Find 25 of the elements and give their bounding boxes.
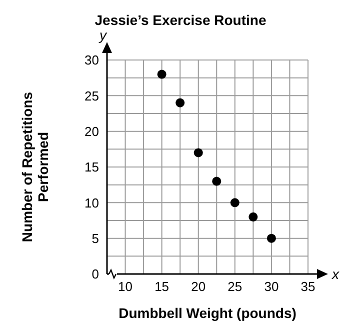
point	[194, 148, 203, 158]
x-tick-label: 25	[228, 279, 242, 294]
x-tick-label: 35	[300, 279, 316, 294]
text: x	[331, 266, 340, 282]
chart-title: Jessie’s Exercise Routine	[94, 12, 268, 28]
y-tick-label: 30	[84, 52, 99, 68]
point	[157, 70, 166, 79]
point	[212, 176, 222, 186]
text: y	[98, 27, 108, 43]
x-tick-label: 30	[264, 279, 279, 294]
y-tick-label: 5	[92, 230, 99, 246]
y-tick-label: 25	[84, 88, 99, 104]
point	[266, 234, 276, 243]
x-axis-title: Dumbbell Weight (pounds)	[118, 305, 296, 321]
point	[248, 212, 258, 222]
point	[176, 98, 185, 108]
y-axis-title: Number of Repetitions Performed	[19, 92, 51, 242]
point	[230, 198, 240, 208]
y-tick-label: 0	[92, 266, 99, 282]
x-tick-label: 20	[191, 279, 206, 294]
x-tick-label: 15	[154, 279, 170, 294]
x-tick-label: 10	[118, 279, 133, 294]
y-tick-label: 15	[84, 160, 99, 175]
y-tick-label: 20	[84, 124, 99, 139]
y-tick-label: 10	[84, 195, 99, 210]
